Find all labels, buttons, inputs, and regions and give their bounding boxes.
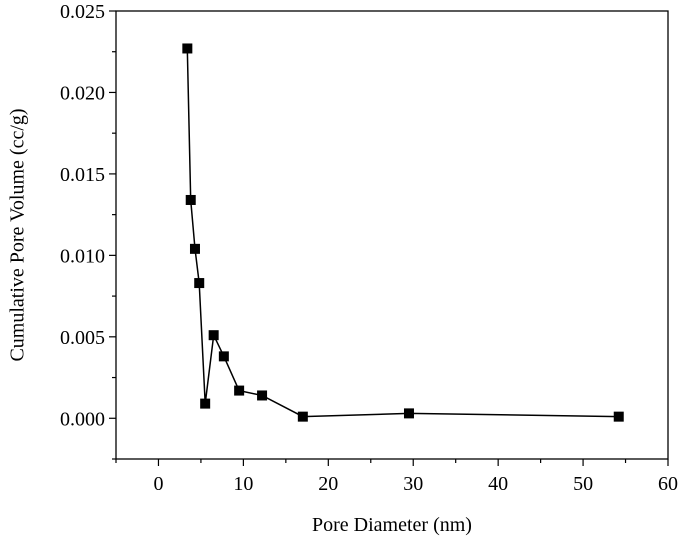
data-point: [200, 398, 211, 409]
data-point: [403, 408, 414, 419]
y-tick-label: 0.000: [60, 408, 105, 430]
data-point: [208, 330, 219, 341]
x-tick-label: 0: [153, 473, 163, 495]
x-tick-label: 40: [488, 473, 508, 495]
data-point: [218, 351, 229, 362]
x-tick-label: 50: [573, 473, 593, 495]
data-point: [182, 43, 193, 54]
data-point: [257, 390, 268, 401]
data-point: [297, 411, 308, 422]
x-tick-label: 60: [658, 473, 678, 495]
y-axis-ticks: 0.000 0.005 0.010 0.015 0.020 0.025: [60, 1, 116, 460]
data-point: [185, 194, 196, 205]
y-tick-label: 0.015: [60, 164, 105, 186]
data-point: [189, 243, 200, 254]
x-tick-label: 30: [403, 473, 423, 495]
y-tick-label: 0.025: [60, 1, 105, 23]
y-axis-label: Cumulative Pore Volume (cc/g): [7, 108, 29, 361]
x-axis-ticks: 0 10 20 30 40 50 60: [115, 459, 678, 495]
y-tick-label: 0.010: [60, 245, 105, 267]
data-point: [613, 411, 624, 422]
data-point: [234, 385, 245, 396]
plot-frame: [115, 10, 669, 460]
x-tick-label: 20: [318, 473, 338, 495]
x-tick-label: 10: [233, 473, 253, 495]
x-axis-label: Pore Diameter (nm): [312, 514, 472, 536]
y-tick-label: 0.005: [60, 327, 105, 349]
series-line: [186, 48, 619, 418]
y-tick-label: 0.020: [60, 82, 105, 104]
series-layer: [182, 43, 624, 422]
data-point: [194, 278, 205, 289]
